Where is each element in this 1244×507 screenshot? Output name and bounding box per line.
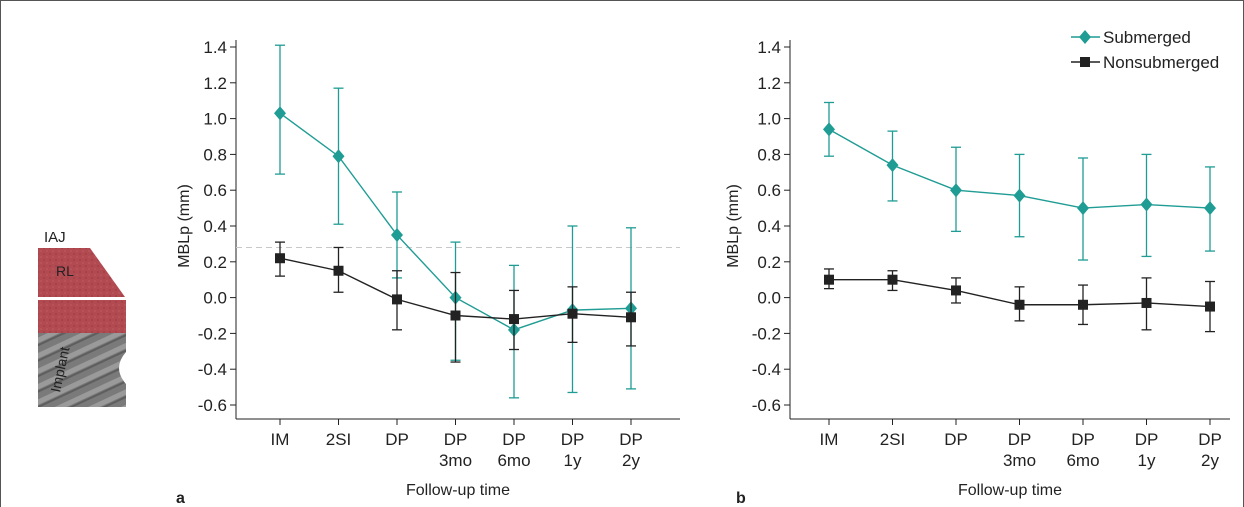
x-tick-label: IM xyxy=(271,430,290,449)
panel-b-label: b xyxy=(736,490,746,507)
x-tick-label: 2SI xyxy=(880,430,906,449)
x-tick-label: DP xyxy=(1071,430,1095,449)
panel-b-x-axis-label: Follow-up time xyxy=(958,482,1062,499)
x-tick-label: 6mo xyxy=(497,451,530,470)
legend: Submerged Nonsubmerged xyxy=(1071,28,1219,72)
panel-b: 1.4 1.2 1.0 0.8 0.6 0.4 0.2 0.0 -0.2 -0.4 -0.6 IM 2… xyxy=(725,28,1230,507)
y-tick-label: 1.2 xyxy=(757,74,781,93)
x-tick-label: DP xyxy=(1135,430,1159,449)
y-tick-label: -0.6 xyxy=(198,396,227,415)
data-point xyxy=(1077,201,1089,216)
x-tick-label: DP xyxy=(444,430,468,449)
x-tick-label: DP xyxy=(1008,430,1032,449)
y-tick-label: -0.4 xyxy=(752,360,781,379)
panel-a-y-axis-label: MBLp (mm) xyxy=(176,184,193,268)
data-point xyxy=(274,106,286,121)
series-nonsubmerged xyxy=(824,268,1215,333)
implant-inset: IAJ RL Implant xyxy=(38,229,126,407)
y-tick-label: -0.4 xyxy=(198,360,227,379)
x-tick-label: 6mo xyxy=(1066,451,1099,470)
y-tick-label: 0.6 xyxy=(203,181,227,200)
y-tick-label: -0.6 xyxy=(752,396,781,415)
x-tick-label: 3mo xyxy=(439,451,472,470)
data-point xyxy=(1205,301,1215,312)
x-tick-label: 2SI xyxy=(326,430,352,449)
x-tick-label: DP xyxy=(1198,430,1222,449)
x-tick-label: 1y xyxy=(1138,451,1156,470)
y-tick-label: 1.2 xyxy=(203,74,227,93)
data-point xyxy=(332,149,345,164)
data-point xyxy=(1204,201,1216,216)
y-tick-label: 0.6 xyxy=(757,181,781,200)
implant-body xyxy=(38,333,126,407)
x-tick-label: DP xyxy=(385,430,409,449)
panel-b-y-axis-label: MBLp (mm) xyxy=(725,184,742,268)
y-tick-label: 0.4 xyxy=(203,217,227,236)
y-tick-label: 0.2 xyxy=(757,253,781,272)
y-tick-label: -0.2 xyxy=(198,324,227,343)
y-tick-label: 1.0 xyxy=(203,110,227,129)
y-tick-label: 1.0 xyxy=(757,110,781,129)
legend-nonsubmerged-label: Nonsubmerged xyxy=(1103,53,1219,72)
x-tick-label: IM xyxy=(820,430,839,449)
data-point xyxy=(951,285,961,296)
rl-label: RL xyxy=(56,263,74,279)
x-tick-label: 3mo xyxy=(1003,451,1036,470)
y-tick-label: 0.8 xyxy=(757,145,781,164)
x-tick-label: DP xyxy=(619,430,643,449)
legend-submerged-marker xyxy=(1079,30,1091,44)
data-point xyxy=(567,308,578,319)
data-point xyxy=(450,310,461,321)
x-tick-label: 2y xyxy=(1201,451,1219,470)
panel-a-label: a xyxy=(176,490,185,507)
data-point xyxy=(887,274,898,285)
data-point xyxy=(1140,197,1153,212)
y-tick-label: 0.8 xyxy=(203,145,227,164)
panel-a-x-axis-label: Follow-up time xyxy=(406,482,510,499)
data-point xyxy=(824,274,834,285)
y-tick-label: 1.4 xyxy=(203,38,227,57)
data-point xyxy=(509,314,519,325)
data-point xyxy=(950,183,962,198)
data-point xyxy=(275,253,285,264)
data-point xyxy=(391,227,403,242)
x-tick-label: 2y xyxy=(622,451,640,470)
iaj-label: IAJ xyxy=(44,229,66,246)
data-point xyxy=(1013,188,1026,203)
x-tick-label: 1y xyxy=(564,451,582,470)
panel-a: 1.4 1.2 1.0 0.8 0.6 0.4 0.2 0.0 -0.2 -0.4 -0.6 IM 2… xyxy=(176,38,680,507)
rl-region xyxy=(38,248,125,297)
data-point xyxy=(1141,297,1152,308)
data-point xyxy=(886,158,899,173)
x-tick-label: DP xyxy=(502,430,526,449)
data-point xyxy=(626,312,636,323)
y-tick-label: 1.4 xyxy=(757,38,781,57)
series-nonsubmerged xyxy=(275,241,636,363)
data-point xyxy=(1078,299,1088,310)
legend-item-submerged: Submerged xyxy=(1071,28,1191,47)
y-tick-label: -0.2 xyxy=(752,324,781,343)
x-tick-label: DP xyxy=(944,430,968,449)
data-point xyxy=(823,122,835,137)
data-point xyxy=(333,265,344,276)
legend-nonsubmerged-marker xyxy=(1080,57,1090,67)
y-tick-label: 0.0 xyxy=(203,289,227,308)
series-submerged xyxy=(823,101,1216,261)
y-tick-label: 0.0 xyxy=(757,289,781,308)
x-tick-label: DP xyxy=(561,430,585,449)
y-tick-label: 0.4 xyxy=(757,217,781,236)
data-point xyxy=(392,294,402,305)
legend-item-nonsubmerged: Nonsubmerged xyxy=(1071,53,1219,72)
y-tick-label: 0.2 xyxy=(203,253,227,272)
data-point xyxy=(1014,299,1025,310)
legend-submerged-label: Submerged xyxy=(1103,28,1191,47)
implant-collar xyxy=(38,300,126,333)
